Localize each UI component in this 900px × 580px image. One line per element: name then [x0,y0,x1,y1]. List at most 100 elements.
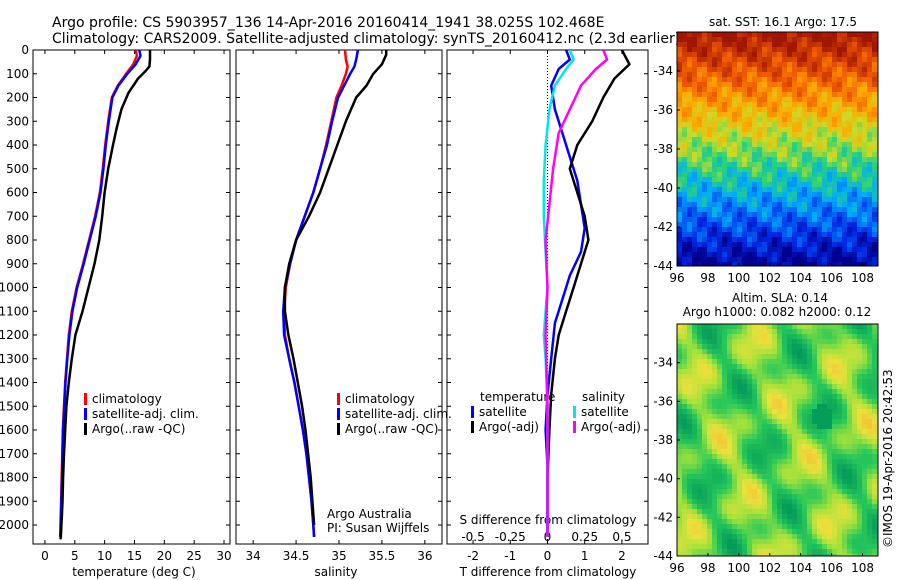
lon-tick-label: 102 [758,561,781,575]
series-line-argo-adj- [546,50,631,537]
lat-tick-label: -34 [653,356,673,370]
plot-frame [32,49,231,545]
depth-tick-label: 1100 [0,304,29,318]
imos-timestamp: ©IMOS 19-Apr-2016 20:42:53 [881,369,895,548]
depth-tick-label: 300 [6,114,29,128]
series-line-argo-raw-qc- [59,50,152,540]
x-tick-label: 5 [71,549,79,563]
pi-label: PI: Susan Wijffels [327,521,429,535]
header-line-2: Climatology: CARS2009. Satellite-adjuste… [52,31,680,47]
depth-tick-label: 1300 [0,352,29,366]
temperature-profile-panel: temperature (deg C) 0 5 10 15 20 25 3001002003… [0,43,232,579]
temperature-axis-label: temperature (deg C) [72,565,195,579]
lon-tick-label: 108 [851,561,874,575]
x-tick-label: 30 [216,549,231,563]
legend-entry: Argo(-adj) [581,420,641,434]
legend-entry: climatology [92,392,162,406]
depth-tick-label: 1700 [0,447,29,461]
x-tick-label: 20 [157,549,172,563]
lon-tick-label: 98 [700,561,715,575]
lat-tick-label: -44 [653,549,673,563]
lon-tick-label: 100 [727,271,750,285]
x-tick-label: 36 [417,549,432,563]
lat-tick-label: -38 [653,142,673,156]
lat-tick-label: -36 [653,103,673,117]
profile-lines [281,50,388,537]
depth-tick-label: 100 [6,67,29,81]
series-line-argo-adj- [544,50,609,537]
depth-tick-label: 500 [6,162,29,176]
lat-tick-label: -42 [653,510,673,524]
profile-lines [58,50,152,540]
legend-swatch [471,406,474,418]
series-line-satellite [544,50,586,537]
legend-swatch [84,393,87,405]
lon-tick-label: 102 [758,271,781,285]
depth-tick-label: 1400 [0,376,29,390]
s-diff-tick-label: 0.25 [571,530,598,544]
x-tick-label: 10 [97,549,112,563]
lat-tick-label: -40 [653,181,673,195]
legend-entry: satellite-adj. clim. [345,407,452,421]
legend-entry: satellite [581,405,629,419]
legend-header-salinity: salinity [582,390,625,404]
s-diff-tick-label: -0.5 [461,530,484,544]
depth-tick-label: 1200 [0,328,29,342]
legend-swatch [337,423,340,435]
lon-tick-label: 98 [700,271,715,285]
x-tick-label: -1 [504,549,516,563]
depth-tick-label: 800 [6,233,29,247]
lon-tick-label: 104 [789,271,812,285]
series-line-satellite-adj-clim- [59,50,142,537]
difference-profile-panel: T difference from climatology S differen… [446,49,649,579]
depth-tick-label: 1500 [0,399,29,413]
s-diff-tick-label: -0.25 [495,530,526,544]
lon-tick-label: 104 [789,561,812,575]
lon-tick-label: 106 [820,271,843,285]
x-tick-label: 2 [618,549,626,563]
legend-swatch [471,421,474,433]
legend-entry: Argo(..raw -QC) [92,422,185,436]
legend-entry: Argo(-adj) [479,420,539,434]
legend-swatch [573,406,576,418]
x-tick-label: 34.5 [283,549,310,563]
lon-tick-label: 100 [727,561,750,575]
legend-entry: satellite-adj. clim. [92,407,199,421]
x-tick-label: 34 [246,549,261,563]
series-line-satellite-adj-clim- [281,50,360,537]
profile-lines [542,50,631,537]
legend-header-temperature: temperature [480,390,555,404]
lon-tick-label: 106 [820,561,843,575]
depth-tick-label: 600 [6,186,29,200]
depth-tick-label: 700 [6,209,29,223]
sst-map-panel: sat. SST: 16.1 Argo: 17.5 96 98 100 102 104 1… [653,15,879,285]
legend-swatch [337,393,340,405]
series-line-climatology [282,50,349,537]
lon-tick-label: 96 [669,271,684,285]
legend-entry: satellite [479,405,527,419]
legend-swatch [84,408,87,420]
legend-swatch [84,423,87,435]
depth-tick-label: 200 [6,91,29,105]
salinity-profile-panel: salinity Argo Australia PI: Susan Wijffe… [235,49,452,579]
lat-tick-label: -36 [653,394,673,408]
lat-tick-label: -40 [653,472,673,486]
legend-entry: Argo(..raw -QC) [345,422,438,436]
lon-tick-label: 108 [851,271,874,285]
legend-entry: climatology [345,392,415,406]
sla-map-title: Altim. SLA: 0.14 [732,291,828,305]
depth-tick-label: 1800 [0,471,29,485]
x-tick-label: 35.5 [369,549,396,563]
sla-map-panel: Altim. SLA: 0.14 Argo h1000: 0.082 h2000… [653,291,879,575]
depth-tick-label: 0 [21,43,29,57]
lat-tick-label: -34 [653,64,673,78]
lat-tick-label: -38 [653,433,673,447]
depth-tick-label: 1000 [0,281,29,295]
lat-tick-label: -42 [653,220,673,234]
sla-map-field [677,324,879,557]
depth-tick-label: 1600 [0,423,29,437]
legend-swatch [337,408,340,420]
header-line-1: Argo profile: CS 5903957_136 14-Apr-2016… [52,15,604,31]
sst-map-field [677,32,879,267]
